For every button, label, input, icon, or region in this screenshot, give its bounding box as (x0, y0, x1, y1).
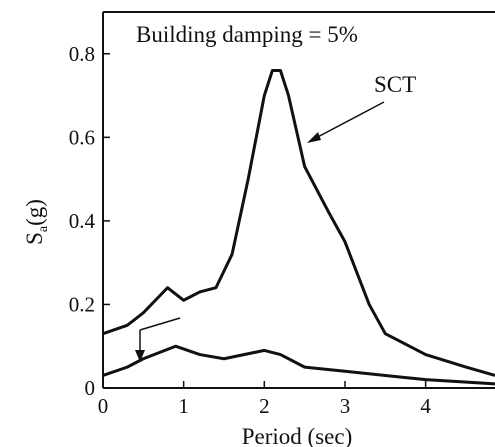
y-tick-label: 0.8 (69, 42, 95, 66)
x-tick-label: 4 (420, 394, 431, 418)
annotation: Building damping = 5% (136, 22, 358, 47)
plot (102, 68, 495, 386)
x-tick-label: 1 (178, 394, 189, 418)
x-tick-label: 2 (259, 394, 270, 418)
label-cover (182, 305, 275, 339)
y-tick-label: 0 (85, 376, 96, 400)
y-tick-label: 0.6 (69, 125, 95, 149)
arrow (139, 317, 181, 331)
y-tick-label: 0.4 (69, 209, 96, 233)
arrow-head (135, 350, 145, 362)
arrow-head (307, 132, 321, 143)
x-tick-label: 0 (98, 394, 109, 418)
annotation-box (120, 16, 430, 50)
series-line (102, 344, 495, 386)
arrow (311, 101, 385, 141)
y-tick-label: 0.2 (69, 292, 95, 316)
x-tick-label: 3 (340, 394, 351, 418)
series-label: SCT (374, 72, 416, 97)
series-line (102, 68, 495, 377)
x-axis-label: Period (sec) (242, 424, 353, 447)
y-axis-label: Sa(g) (22, 199, 51, 245)
